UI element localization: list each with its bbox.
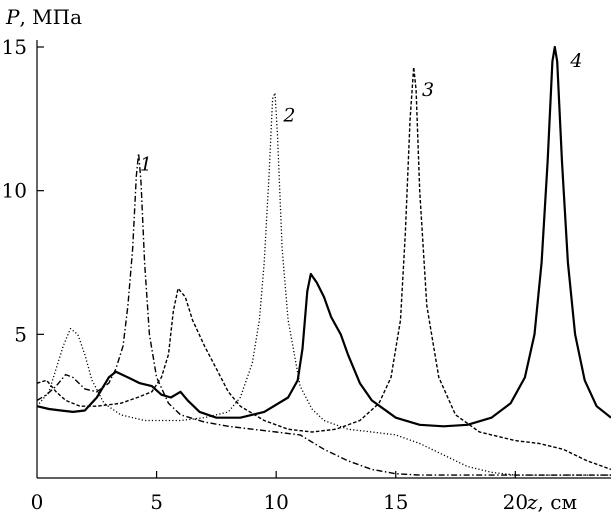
series-4-line bbox=[36, 45, 611, 428]
series-group: 1 2 3 4 bbox=[36, 45, 611, 476]
x-axis-unit: , см bbox=[538, 490, 577, 514]
y-tick-label: 15 bbox=[2, 35, 27, 59]
axis-ticks: 0 5 10 15 20 5 10 15 bbox=[2, 35, 529, 514]
y-axis-unit: , МПа bbox=[19, 5, 82, 29]
series-3-label: 3 bbox=[422, 79, 434, 101]
series-3-line bbox=[36, 66, 611, 471]
x-tick-label: 20 bbox=[503, 490, 528, 514]
y-tick-label: 5 bbox=[14, 322, 27, 346]
x-axis-variable: z bbox=[526, 490, 538, 514]
y-tick-label: 10 bbox=[2, 179, 27, 203]
series-1-label: 1 bbox=[140, 154, 152, 176]
x-tick-label: 0 bbox=[31, 490, 44, 514]
y-axis-title: P, МПа bbox=[5, 5, 82, 29]
series-2-line bbox=[36, 92, 611, 476]
x-tick-label: 15 bbox=[383, 490, 408, 514]
y-axis-variable: P bbox=[5, 5, 20, 29]
x-tick-label: 10 bbox=[263, 490, 288, 514]
series-1-line bbox=[36, 152, 611, 476]
x-axis-title: z, см bbox=[526, 490, 577, 514]
series-2-label: 2 bbox=[282, 105, 295, 127]
series-4-label: 4 bbox=[569, 50, 582, 72]
axis-titles: P, МПа z, см bbox=[5, 5, 577, 514]
chart-axes bbox=[36, 40, 611, 479]
x-tick-label: 5 bbox=[150, 490, 163, 514]
